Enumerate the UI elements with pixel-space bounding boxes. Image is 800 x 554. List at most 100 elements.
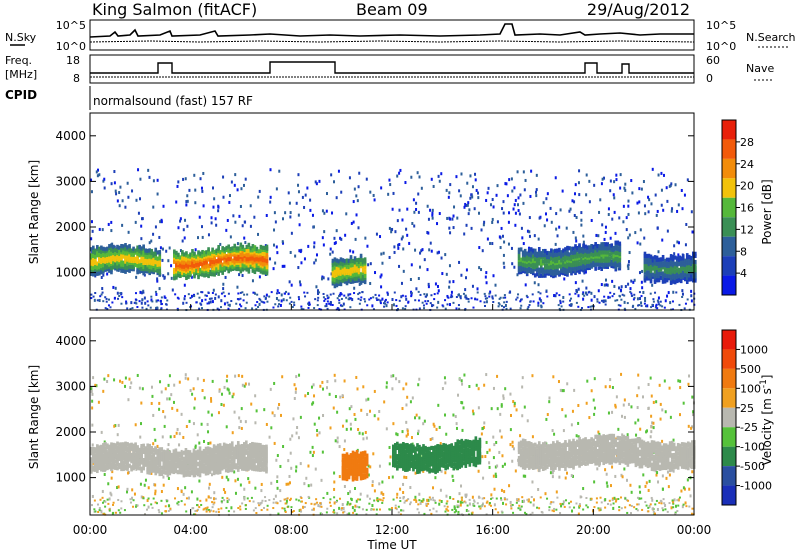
heatmap-cell	[116, 466, 119, 471]
heatmap-cell	[130, 452, 133, 458]
scatter-cell	[141, 217, 144, 221]
scatter-cell	[391, 227, 394, 231]
scatter-cell	[113, 378, 116, 382]
heatmap-cell	[612, 254, 616, 259]
noise-cell	[536, 506, 539, 509]
scatter-cell	[659, 417, 662, 421]
heatmap-cell	[181, 256, 184, 261]
noise-cell	[169, 507, 172, 510]
cpid-value: normalsound (fast) 157 RF	[93, 94, 253, 108]
heatmap-cell	[590, 252, 593, 257]
scatter-cell	[140, 301, 143, 305]
noise-cell	[404, 500, 407, 503]
scatter-cell	[194, 444, 197, 448]
heatmap-cell	[616, 246, 620, 251]
scatter-cell	[343, 379, 346, 383]
scatter-cell	[350, 221, 353, 225]
scatter-cell	[105, 449, 108, 453]
noise-cell	[425, 504, 428, 507]
scatter-cell	[483, 383, 486, 387]
scatter-cell	[680, 188, 683, 192]
noise-cell	[338, 295, 341, 298]
scatter-cell	[240, 426, 243, 430]
noise-cell	[618, 509, 621, 512]
noise-cell	[568, 506, 571, 509]
scatter-cell	[277, 406, 280, 410]
noise-cell	[688, 505, 691, 508]
noise-cell	[413, 498, 416, 501]
heatmap-cell	[215, 248, 218, 253]
noise-cell	[205, 294, 208, 297]
scatter-cell	[239, 419, 242, 423]
scatter-cell	[485, 198, 488, 202]
noise-cell	[378, 498, 381, 501]
scatter-cell	[681, 207, 684, 211]
noise-cell	[368, 502, 371, 505]
scatter-cell	[335, 196, 338, 200]
heatmap-cell	[102, 443, 105, 448]
heatmap-cell	[96, 454, 99, 459]
heatmap-cell	[158, 268, 162, 273]
noise-cell	[589, 305, 592, 308]
noise-cell	[251, 307, 254, 310]
heatmap-cell	[100, 259, 103, 265]
heatmap-cell	[694, 251, 697, 256]
scatter-cell	[613, 284, 616, 288]
noise-cell	[649, 292, 652, 295]
scatter-cell	[124, 205, 127, 209]
scatter-cell	[598, 432, 601, 436]
noise-cell	[577, 512, 580, 515]
scatter-cell	[465, 268, 468, 272]
scatter-cell	[460, 172, 463, 176]
noise-cell	[256, 293, 259, 296]
scatter-cell	[394, 230, 397, 234]
scatter-cell	[509, 443, 512, 447]
scatter-cell	[524, 474, 527, 478]
noise-cell	[559, 502, 562, 505]
scatter-cell	[549, 206, 552, 210]
scatter-cell	[468, 385, 471, 389]
noise-cell	[672, 501, 675, 504]
heatmap-cell	[578, 269, 581, 275]
heatmap-cell	[531, 248, 535, 253]
scatter-cell	[258, 189, 261, 193]
heatmap-cell	[663, 277, 667, 282]
scatter-cell	[431, 304, 434, 308]
scatter-cell	[535, 190, 538, 194]
noise-cell	[377, 298, 380, 301]
scatter-cell	[489, 290, 492, 294]
scatter-cell	[281, 240, 284, 244]
noise-cell	[141, 298, 144, 301]
heatmap-cell	[225, 254, 229, 259]
noise-cell	[631, 305, 634, 308]
noise-cell	[96, 503, 99, 506]
scatter-cell	[150, 385, 153, 389]
noise-cell	[527, 500, 530, 503]
noise-cell	[353, 292, 356, 295]
noise-cell	[504, 296, 507, 299]
heatmap-cell	[217, 271, 220, 276]
scatter-cell	[369, 190, 372, 194]
noise-cell	[268, 499, 271, 502]
noise-cell	[198, 506, 201, 509]
scatter-cell	[644, 296, 647, 300]
scatter-cell	[613, 210, 616, 214]
noise-cell	[212, 503, 215, 506]
noise-cell	[176, 502, 179, 505]
scatter-cell	[432, 184, 435, 188]
scatter-cell	[194, 188, 197, 192]
scatter-cell	[457, 504, 460, 508]
noise-cell	[407, 301, 410, 304]
noise-cell	[150, 503, 153, 506]
scatter-cell	[398, 243, 401, 247]
scatter-cell	[385, 304, 388, 308]
scatter-cell	[478, 211, 481, 215]
noise-cell	[292, 509, 295, 512]
scatter-cell	[569, 207, 572, 211]
heatmap-cell	[154, 264, 158, 269]
scatter-cell	[583, 271, 586, 275]
scatter-cell	[276, 475, 279, 479]
scatter-cell	[523, 405, 526, 409]
heatmap-cell	[539, 273, 543, 278]
heatmap-cell	[351, 279, 355, 284]
